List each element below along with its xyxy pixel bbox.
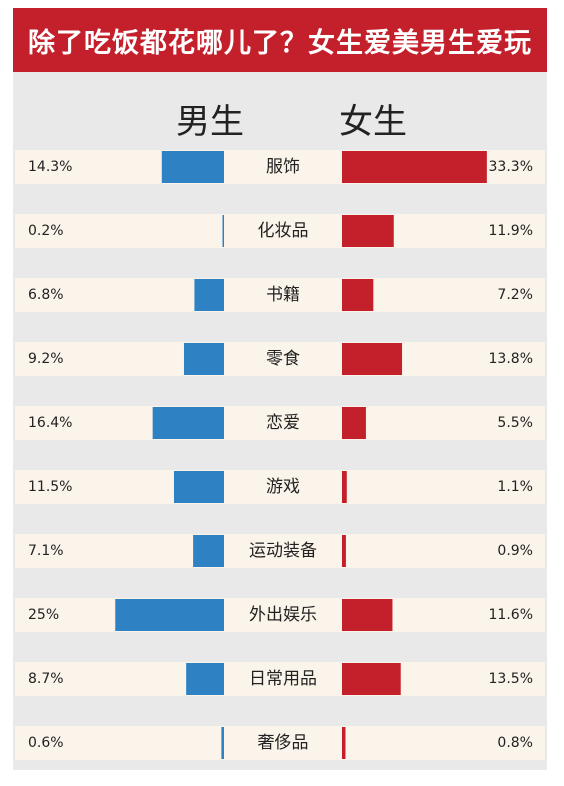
male-bar	[186, 663, 224, 695]
male-bar	[152, 407, 224, 439]
female-value-label: 0.8%	[497, 735, 533, 751]
male-value-label: 8.7%	[28, 671, 64, 687]
row-background	[15, 662, 545, 696]
female-bar	[342, 471, 347, 503]
female-value-label: 11.6%	[489, 607, 533, 623]
female-bar	[342, 535, 346, 567]
row-background	[15, 726, 545, 760]
male-bar	[161, 151, 224, 183]
poster: 除了吃饭都花哪儿了？女生爱美男生爱玩 男生 女生 14.3% 服饰 33.3% 0.2…	[13, 8, 547, 770]
male-header: 男生	[176, 102, 244, 142]
female-bar	[342, 727, 346, 759]
category-label: 运动装备	[249, 541, 317, 561]
female-value-label: 0.9%	[497, 543, 533, 559]
female-value-label: 1.1%	[497, 479, 533, 495]
male-value-label: 14.3%	[28, 159, 72, 175]
row-background	[15, 598, 545, 632]
male-value-label: 25%	[28, 607, 59, 623]
male-value-label: 6.8%	[28, 287, 64, 303]
female-bar	[342, 151, 487, 183]
female-bar	[342, 215, 394, 247]
category-label: 书籍	[266, 285, 300, 305]
title-banner: 除了吃饭都花哪儿了？女生爱美男生爱玩	[13, 8, 547, 72]
male-bar	[183, 343, 224, 375]
male-value-label: 11.5%	[28, 479, 72, 495]
male-value-label: 9.2%	[28, 351, 64, 367]
male-value-label: 7.1%	[28, 543, 64, 559]
female-bar	[342, 279, 374, 311]
female-value-label: 7.2%	[497, 287, 533, 303]
butterfly-chart: 14.3% 服饰 33.3% 0.2% 化妆品 11.9% 6.8% 书籍 7.2% 9.2% 零食…	[15, 150, 545, 760]
row-background	[15, 278, 545, 312]
male-bar	[115, 599, 224, 631]
row-background	[15, 214, 545, 248]
row-background	[15, 406, 545, 440]
female-value-label: 5.5%	[497, 415, 533, 431]
female-bar	[342, 407, 366, 439]
female-bar	[342, 599, 393, 631]
category-label: 化妆品	[258, 221, 309, 241]
male-bar	[193, 535, 224, 567]
row-background	[15, 534, 545, 568]
male-bar	[194, 279, 224, 311]
female-value-label: 33.3%	[489, 159, 533, 175]
category-label: 外出娱乐	[249, 605, 317, 625]
male-value-label: 0.2%	[28, 223, 64, 239]
male-bar	[221, 727, 224, 759]
male-value-label: 0.6%	[28, 735, 64, 751]
female-bar	[342, 663, 401, 695]
male-value-label: 16.4%	[28, 415, 72, 431]
category-label: 零食	[266, 349, 300, 369]
female-value-label: 13.5%	[489, 671, 533, 687]
category-label: 奢侈品	[258, 733, 309, 753]
female-header: 女生	[339, 102, 407, 142]
row-background	[15, 342, 545, 376]
male-bar	[222, 215, 224, 247]
male-bar	[173, 471, 224, 503]
row-background	[15, 470, 545, 504]
female-value-label: 13.8%	[489, 351, 533, 367]
female-value-label: 11.9%	[489, 223, 533, 239]
category-label: 服饰	[266, 157, 300, 177]
female-bar	[342, 343, 403, 375]
category-label: 恋爱	[266, 412, 300, 433]
category-label: 游戏	[266, 477, 300, 497]
page-title: 除了吃饭都花哪儿了？女生爱美男生爱玩	[28, 27, 532, 59]
category-label: 日常用品	[249, 669, 317, 689]
